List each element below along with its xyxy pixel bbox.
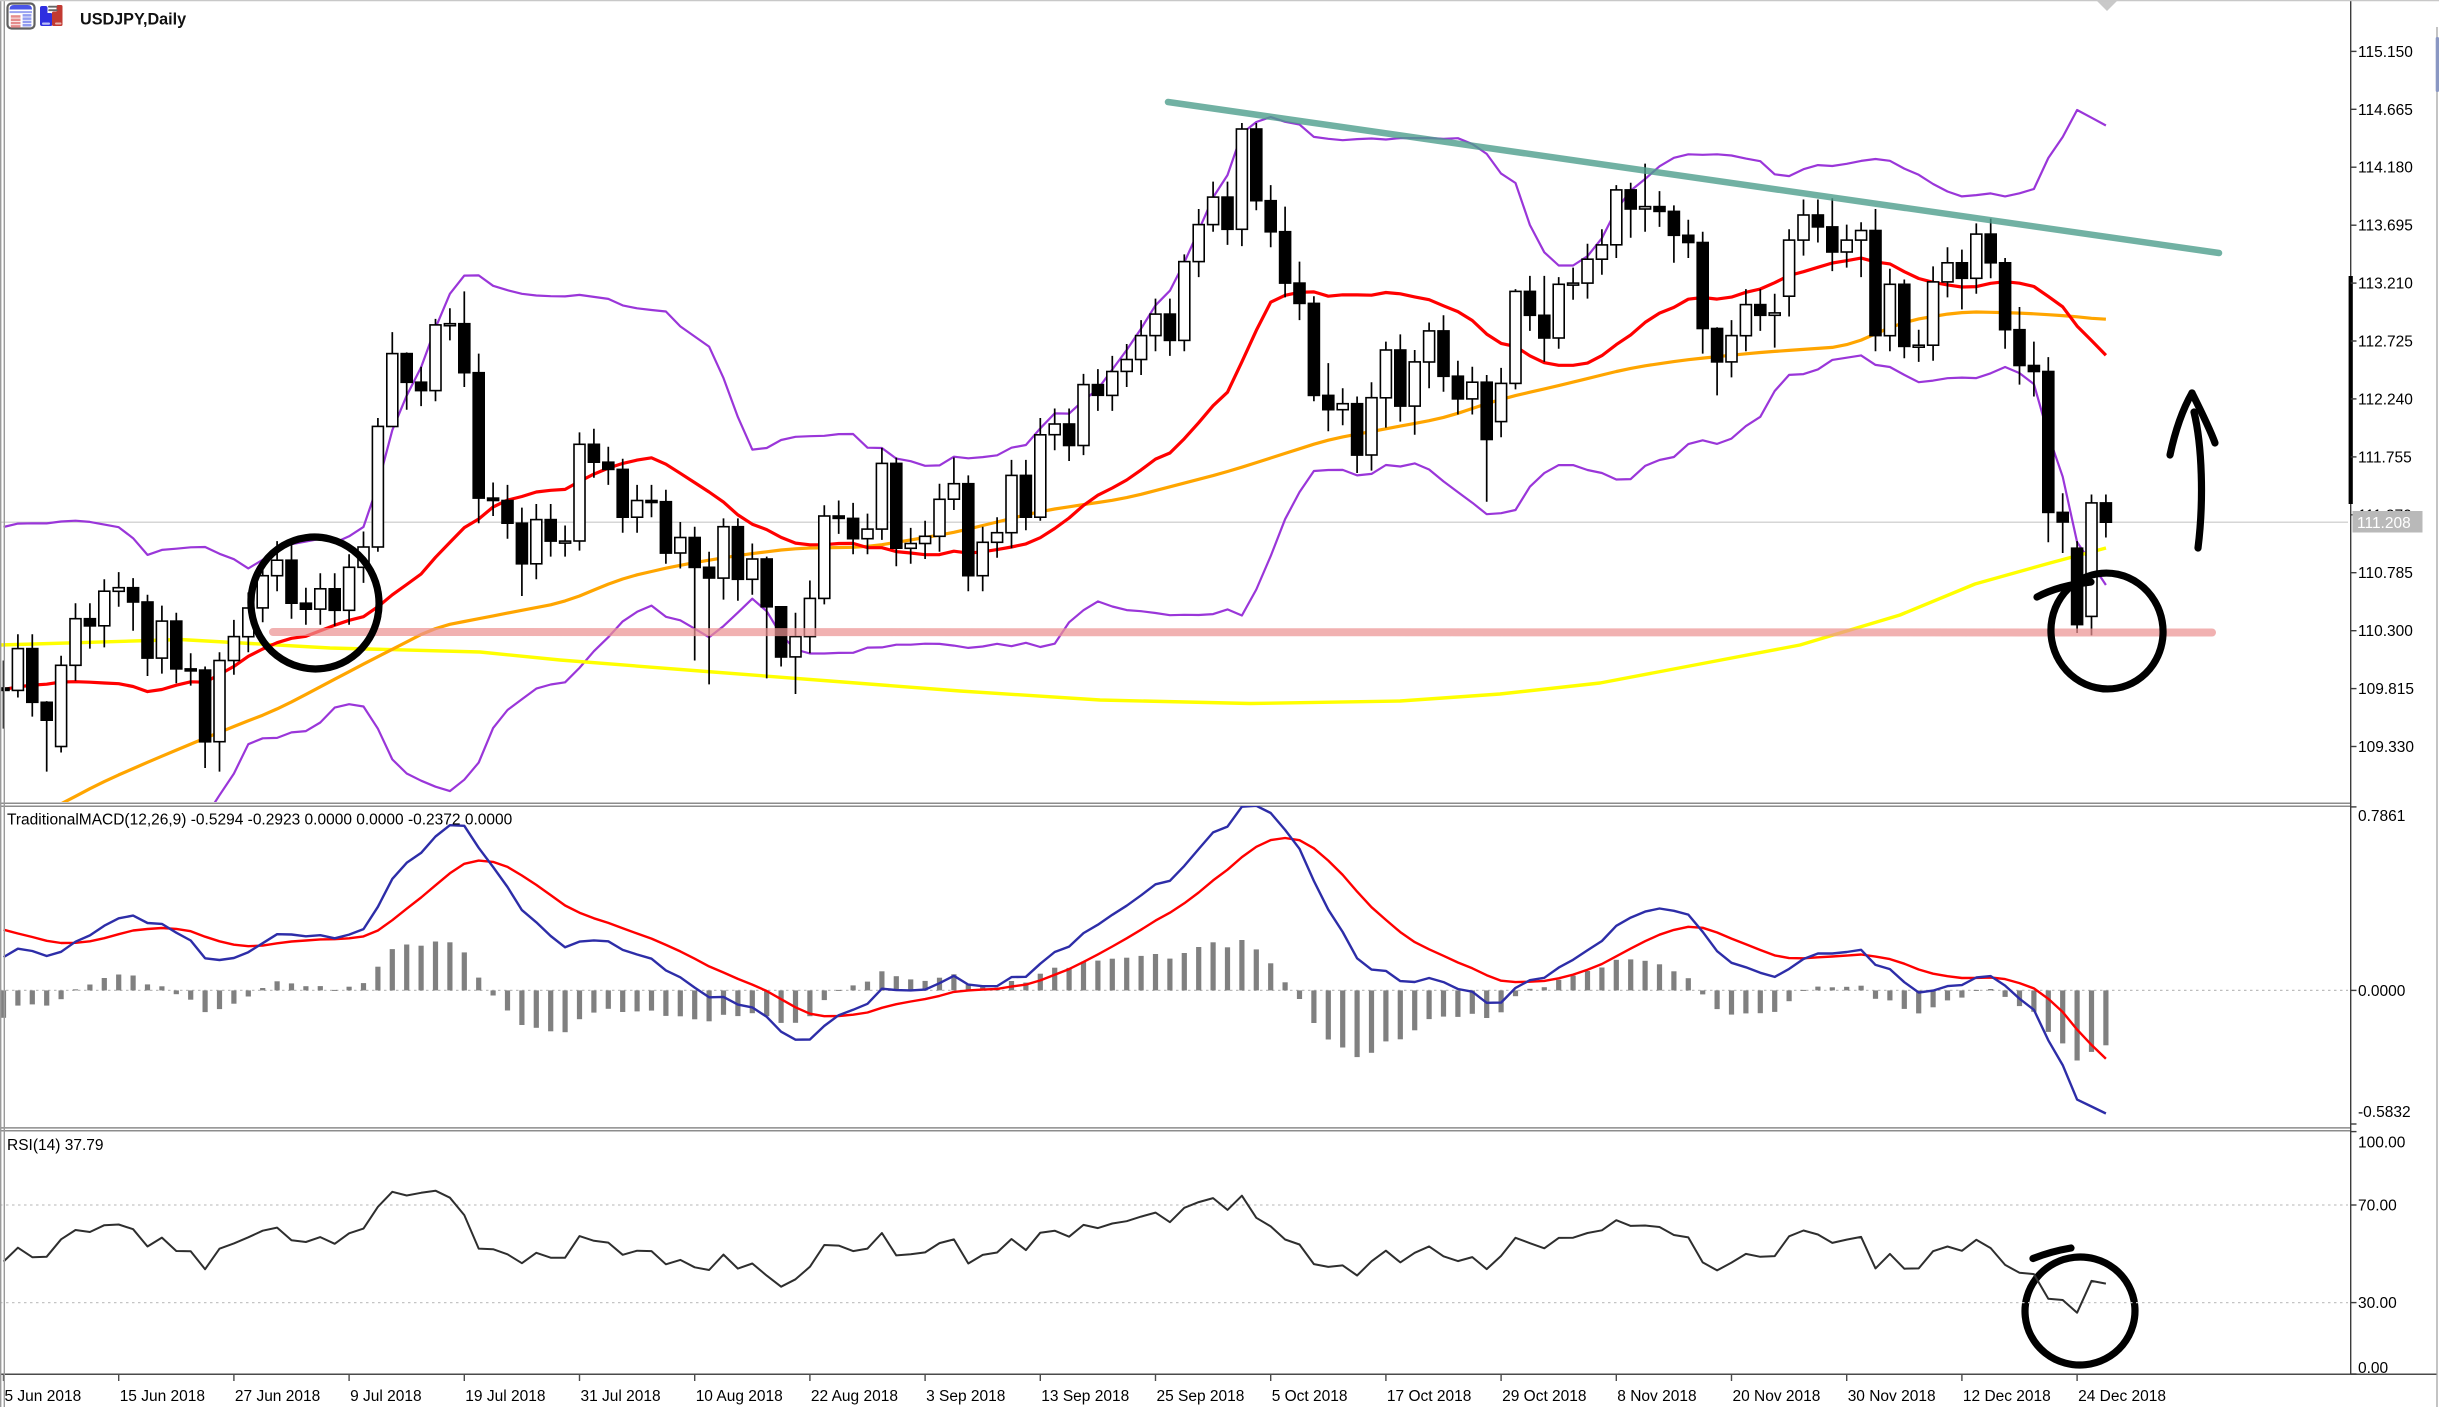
svg-text:110.300: 110.300 (2358, 623, 2413, 640)
svg-text:15 Jun 2018: 15 Jun 2018 (120, 1388, 205, 1405)
svg-text:113.210: 113.210 (2358, 276, 2413, 293)
svg-text:3 Sep 2018: 3 Sep 2018 (926, 1388, 1005, 1405)
svg-text:29 Oct 2018: 29 Oct 2018 (1502, 1388, 1586, 1405)
svg-text:0.7861: 0.7861 (2358, 808, 2405, 825)
svg-text:-0.5832: -0.5832 (2358, 1104, 2411, 1121)
svg-text:19 Jul 2018: 19 Jul 2018 (465, 1388, 545, 1405)
svg-text:0.00: 0.00 (2358, 1360, 2389, 1377)
svg-text:9 Jul 2018: 9 Jul 2018 (350, 1388, 422, 1405)
svg-text:10 Aug 2018: 10 Aug 2018 (696, 1388, 783, 1405)
svg-text:5 Jun 2018: 5 Jun 2018 (5, 1388, 82, 1405)
svg-text:USDJPY,Daily: USDJPY,Daily (80, 11, 186, 29)
svg-text:113.695: 113.695 (2358, 218, 2413, 235)
svg-text:112.725: 112.725 (2358, 334, 2413, 351)
svg-text:24 Dec 2018: 24 Dec 2018 (2078, 1388, 2166, 1405)
svg-text:30 Nov 2018: 30 Nov 2018 (1848, 1388, 1936, 1405)
svg-text:111.208: 111.208 (2357, 515, 2411, 532)
svg-text:70.00: 70.00 (2358, 1198, 2397, 1215)
svg-text:100.00: 100.00 (2358, 1134, 2406, 1151)
svg-text:RSI(14) 37.79: RSI(14) 37.79 (7, 1137, 104, 1154)
svg-text:22 Aug 2018: 22 Aug 2018 (811, 1388, 898, 1405)
svg-text:114.665: 114.665 (2358, 102, 2413, 119)
svg-text:109.815: 109.815 (2358, 681, 2414, 698)
svg-text:0.0000: 0.0000 (2358, 983, 2406, 1000)
svg-text:115.150: 115.150 (2358, 44, 2413, 61)
svg-text:5 Oct 2018: 5 Oct 2018 (1272, 1388, 1348, 1405)
svg-text:111.755: 111.755 (2358, 449, 2412, 466)
svg-text:112.240: 112.240 (2358, 391, 2413, 408)
svg-text:13 Sep 2018: 13 Sep 2018 (1041, 1388, 1129, 1405)
svg-text:110.785: 110.785 (2358, 565, 2413, 582)
svg-text:17 Oct 2018: 17 Oct 2018 (1387, 1388, 1471, 1405)
svg-text:30.00: 30.00 (2358, 1295, 2397, 1312)
svg-text:12 Dec 2018: 12 Dec 2018 (1963, 1388, 2051, 1405)
svg-text:8 Nov 2018: 8 Nov 2018 (1617, 1388, 1696, 1405)
svg-text:TraditionalMACD(12,26,9) -0.52: TraditionalMACD(12,26,9) -0.5294 -0.2923… (7, 812, 513, 829)
svg-text:25 Sep 2018: 25 Sep 2018 (1157, 1388, 1245, 1405)
svg-text:114.180: 114.180 (2358, 160, 2413, 177)
svg-text:27 Jun 2018: 27 Jun 2018 (235, 1388, 320, 1405)
svg-text:109.330: 109.330 (2358, 739, 2414, 756)
svg-text:20 Nov 2018: 20 Nov 2018 (1733, 1388, 1821, 1405)
svg-text:31 Jul 2018: 31 Jul 2018 (581, 1388, 661, 1405)
